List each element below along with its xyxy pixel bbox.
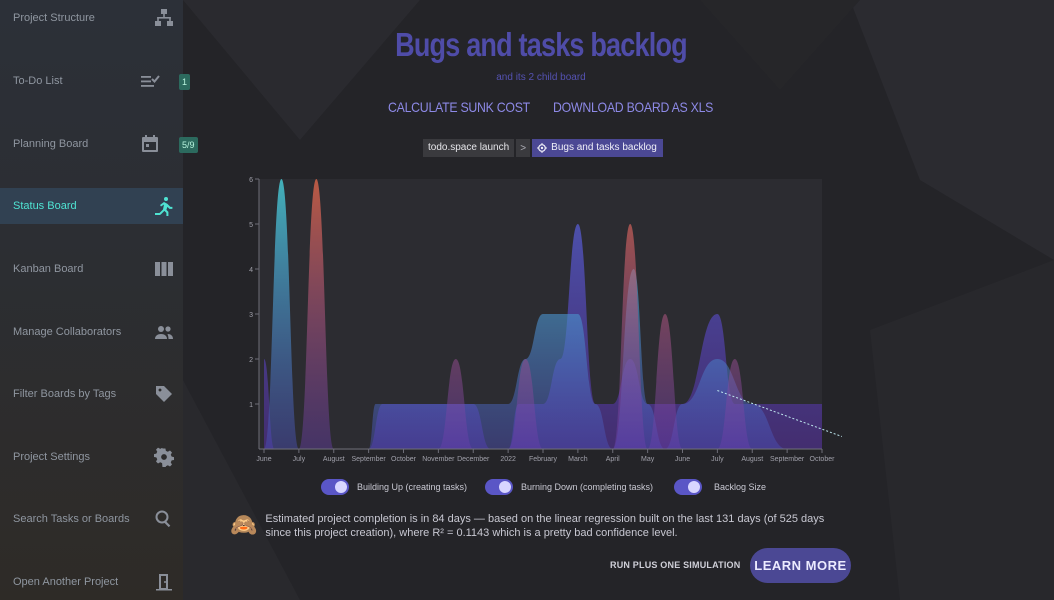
breadcrumb-root[interactable]: todo.space launch [423,139,515,157]
breadcrumb: todo.space launch > Bugs and tasks backl… [423,139,663,157]
estimate-text: Estimated project completion is in 84 da… [265,513,825,539]
x-tick-label: July [293,456,306,463]
completion-estimate: 🙈 Estimated project completion is in 84 … [230,512,850,540]
y-tick-label: 6 [249,177,253,184]
sidebar-item-label: Open Another Project [13,576,119,588]
x-tick-label: February [529,456,558,463]
run-simulation-button[interactable]: RUN PLUS ONE SIMULATION [610,560,741,570]
page-title: Bugs and tasks backlog [395,26,688,63]
x-tick-label: September [352,456,387,463]
sidebar-item-search[interactable]: Search Tasks or Boards [0,501,183,537]
x-tick-label: June [675,456,690,463]
sidebar-item-manage-collaborators[interactable]: Manage Collaborators [0,314,183,350]
sidebar-item-planning-board[interactable]: Planning Board [0,126,183,162]
sidebar-item-label: Project Settings [13,451,91,463]
legend-building-up[interactable]: Building Up (creating tasks) [321,479,467,495]
running-icon [153,195,175,217]
sidebar-item-label: Manage Collaborators [13,326,122,338]
see-no-evil-monkey-icon: 🙈 [230,512,258,537]
y-tick-label: 3 [249,312,253,319]
backlog-size-toggle[interactable] [674,479,702,495]
columns-icon [153,258,175,280]
checklist-icon [139,70,161,92]
x-tick-label: May [641,456,655,463]
search-icon [153,508,175,530]
sidebar-item-label: Filter Boards by Tags [13,388,117,400]
sidebar-item-open-another-project[interactable]: Open Another Project [0,564,183,600]
gear-icon [153,446,175,468]
planning-count-badge: 5/9 [179,137,198,153]
building-up-toggle[interactable] [321,479,349,495]
sidebar-item-project-settings[interactable]: Project Settings [0,439,183,475]
page-subtitle: and its 2 child board [496,72,586,83]
sidebar-item-project-structure[interactable]: Project Structure [0,0,183,36]
x-tick-label: April [606,456,620,463]
x-tick-label: July [711,456,724,463]
x-tick-label: 2022 [500,456,516,463]
todo-count-badge: 1 [179,74,191,90]
sidebar: Project Structure To-Do List 1 Planning … [0,0,198,600]
x-tick-label: December [457,456,490,463]
calendar-icon [139,133,161,155]
sidebar-item-label: Project Structure [13,12,95,24]
main-content: Bugs and tasks backlog and its 2 child b… [183,0,1054,600]
legend-backlog-size[interactable]: Backlog Size [674,479,766,495]
x-tick-label: August [323,456,345,463]
sidebar-item-label: To-Do List [13,75,63,87]
breadcrumb-current-label: Bugs and tasks backlog [551,142,657,153]
y-tick-label: 2 [249,357,253,364]
legend-label: Building Up (creating tasks) [357,482,468,492]
y-tick-label: 5 [249,222,253,229]
target-icon [537,143,548,153]
breadcrumb-separator: > [516,139,531,157]
status-chart: June July August September October November De… [249,177,843,463]
legend-label: Burning Down (completing tasks) [521,482,654,492]
burning-down-toggle[interactable] [485,479,513,495]
sidebar-item-status-board[interactable]: Status Board [0,188,183,224]
breadcrumb-current[interactable]: Bugs and tasks backlog [532,139,663,157]
series-area-1 [264,179,822,449]
x-tick-label: October [810,456,836,463]
sidebar-item-label: Status Board [13,200,77,212]
x-tick-label: September [770,456,805,463]
sidebar-item-filter-by-tags[interactable]: Filter Boards by Tags [0,376,183,412]
sidebar-item-kanban-board[interactable]: Kanban Board [0,251,183,287]
tag-icon [153,383,175,405]
exit-door-icon [153,571,175,593]
legend-burning-down[interactable]: Burning Down (completing tasks) [485,479,653,495]
x-tick-label: June [256,456,271,463]
x-tick-label: March [568,456,588,463]
sidebar-item-label: Planning Board [13,138,89,150]
sitemap-icon [153,7,175,29]
download-xls-link[interactable]: DOWNLOAD BOARD AS XLS [553,99,714,115]
sidebar-item-label: Search Tasks or Boards [13,513,130,525]
legend-label: Backlog Size [714,482,767,492]
people-icon [153,321,175,343]
calculate-sunk-cost-link[interactable]: CALCULATE SUNK COST [388,99,530,115]
x-tick-label: October [391,456,417,463]
sidebar-item-label: Kanban Board [13,263,84,275]
x-tick-label: November [422,456,455,463]
y-tick-label: 4 [249,267,253,274]
series-area-0 [264,179,822,449]
y-tick-label: 1 [249,402,253,409]
x-tick-label: August [741,456,763,463]
learn-more-button[interactable]: LEARN MORE [750,548,851,583]
sidebar-item-todo-list[interactable]: To-Do List [0,63,183,99]
